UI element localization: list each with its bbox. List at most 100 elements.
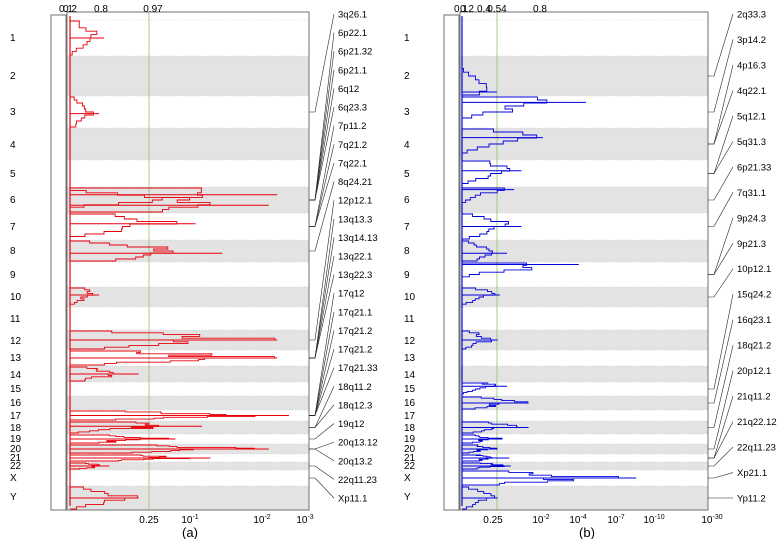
plot-frame	[66, 11, 310, 511]
top-tick-label: 0.8	[94, 4, 108, 15]
annotation-leader-line	[309, 69, 335, 201]
peak-trace-chr-3	[461, 96, 548, 127]
chromosome-band-2	[67, 56, 309, 96]
chromosome-label-X: X	[404, 473, 411, 484]
plot-frame	[459, 11, 709, 511]
peak-trace-chr-2	[461, 57, 488, 96]
cytoband-annotation: 6q23.3	[338, 103, 367, 114]
cytoband-annotation: 18q21.2	[737, 341, 771, 352]
chromosome-label-7: 7	[10, 222, 16, 233]
ideogram-bar	[443, 14, 460, 511]
chromosome-label-5: 5	[404, 169, 410, 180]
chromosome-band-18	[67, 421, 309, 434]
cytoband-annotation: 3q26.1	[338, 10, 367, 21]
bottom-tick-label: 10-2	[532, 514, 549, 526]
cytoband-annotation: 6p21.32	[338, 47, 372, 58]
chromosome-band-16	[67, 396, 309, 410]
cytoband-annotation: Xp21.1	[737, 468, 767, 479]
annotation-leader-line	[309, 404, 335, 428]
top-tick-label: 0.2	[460, 4, 474, 15]
cytoband-annotation: Yp11.2	[737, 494, 766, 505]
chromosome-label-Y: Y	[404, 492, 411, 503]
cytoband-annotation: 13q13.3	[338, 214, 372, 225]
chromosome-label-6: 6	[404, 195, 410, 206]
annotation-leader-line	[309, 448, 335, 462]
cytoband-annotation: Xp11.1	[338, 494, 367, 505]
annotation-leader-line	[708, 268, 734, 298]
chromosome-label-22: 22	[10, 461, 22, 472]
chromosome-band-10	[67, 287, 309, 307]
cytoband-annotation: 20q13.2	[338, 456, 372, 467]
annotation-leader-line	[708, 294, 734, 390]
chromosome-label-18: 18	[404, 423, 416, 434]
peak-trace-chr-8	[70, 240, 174, 262]
panel-caption: (a)	[182, 525, 198, 539]
chromosome-label-17: 17	[10, 411, 22, 422]
chromosome-label-16: 16	[10, 398, 22, 409]
cytoband-annotation: 6q12	[338, 84, 359, 95]
chromosome-label-8: 8	[404, 246, 410, 257]
peak-trace-chr-3	[70, 96, 94, 128]
annotation-leader-line	[708, 370, 734, 450]
annotation-leader-line	[708, 192, 734, 227]
chromosome-label-17: 17	[404, 411, 416, 422]
cytoband-annotation: 20p12.1	[737, 366, 771, 377]
chromosome-label-4: 4	[404, 140, 410, 151]
chromosome-label-11: 11	[404, 314, 415, 325]
cytoband-annotation: 17q21.2	[338, 345, 372, 356]
chromosome-label-12: 12	[404, 336, 416, 347]
chromosome-label-Y: Y	[10, 492, 17, 503]
cytoband-annotation: 18q11.2	[338, 382, 372, 393]
annotation-leader-line	[708, 64, 734, 145]
cytoband-annotation: 19q12	[338, 419, 364, 430]
bottom-tick-label: 10-2	[253, 514, 270, 526]
chromosome-band-16	[460, 396, 708, 410]
chromosome-label-21: 21	[404, 453, 416, 464]
bottom-tick-label: 10-3	[296, 514, 313, 526]
annotation-leader-line	[309, 218, 335, 359]
chromosome-label-2: 2	[404, 71, 410, 82]
annotation-leader-line	[309, 107, 335, 201]
cytoband-annotation: 17q21.33	[338, 363, 378, 374]
annotation-leader-line	[309, 367, 335, 416]
annotation-leader-line	[708, 319, 734, 404]
cytoband-annotation: 13q22.1	[338, 252, 372, 263]
chromosome-label-18: 18	[10, 423, 22, 434]
peak-trace-chr-10	[69, 287, 94, 306]
annotation-leader-line	[309, 162, 335, 227]
annotation-leader-line	[708, 13, 734, 77]
annotation-leader-line	[708, 141, 734, 174]
cytoband-annotation: 15q24.2	[737, 290, 771, 301]
cytoband-annotation: 8q24.21	[338, 177, 372, 188]
chromosome-band-Y	[460, 486, 708, 510]
chromosome-band-22	[460, 462, 708, 470]
chromosome-label-10: 10	[404, 292, 416, 303]
cytoband-annotation: 13q22.3	[338, 270, 372, 281]
annotation-leader-line	[708, 39, 734, 113]
bottom-tick-label: 10-7	[607, 514, 624, 526]
annotation-leader-line	[708, 166, 734, 201]
tick-exponent: -2	[543, 514, 549, 521]
chromosome-label-5: 5	[10, 169, 16, 180]
chromosome-label-19: 19	[404, 434, 416, 445]
chromosome-label-14: 14	[404, 370, 416, 381]
chromosome-label-14: 14	[10, 370, 22, 381]
top-tick-label: 0.97	[143, 4, 163, 15]
cytoband-annotation: 10p12.1	[737, 264, 771, 275]
peak-trace-chr-8	[462, 240, 493, 262]
cytoband-annotation: 5q12.1	[737, 111, 766, 122]
peak-trace-chr-6	[69, 188, 211, 213]
tick-exponent: -7	[618, 514, 624, 521]
cytoband-annotation: 2q33.3	[737, 10, 766, 21]
chromosome-band-10	[460, 287, 708, 307]
chromosome-label-12: 12	[10, 336, 22, 347]
cytoband-annotation: 9p21.3	[737, 239, 766, 250]
top-tick-label: 0.4	[477, 4, 491, 15]
top-tick-label: 0.54	[487, 4, 507, 15]
annotation-leader-line	[309, 255, 335, 359]
cytoband-annotation: 3p14.2	[737, 35, 766, 46]
peak-trace-chr-4	[461, 128, 538, 159]
cytoband-annotation: 17q21.1	[338, 307, 372, 318]
chromosome-label-9: 9	[404, 270, 410, 281]
